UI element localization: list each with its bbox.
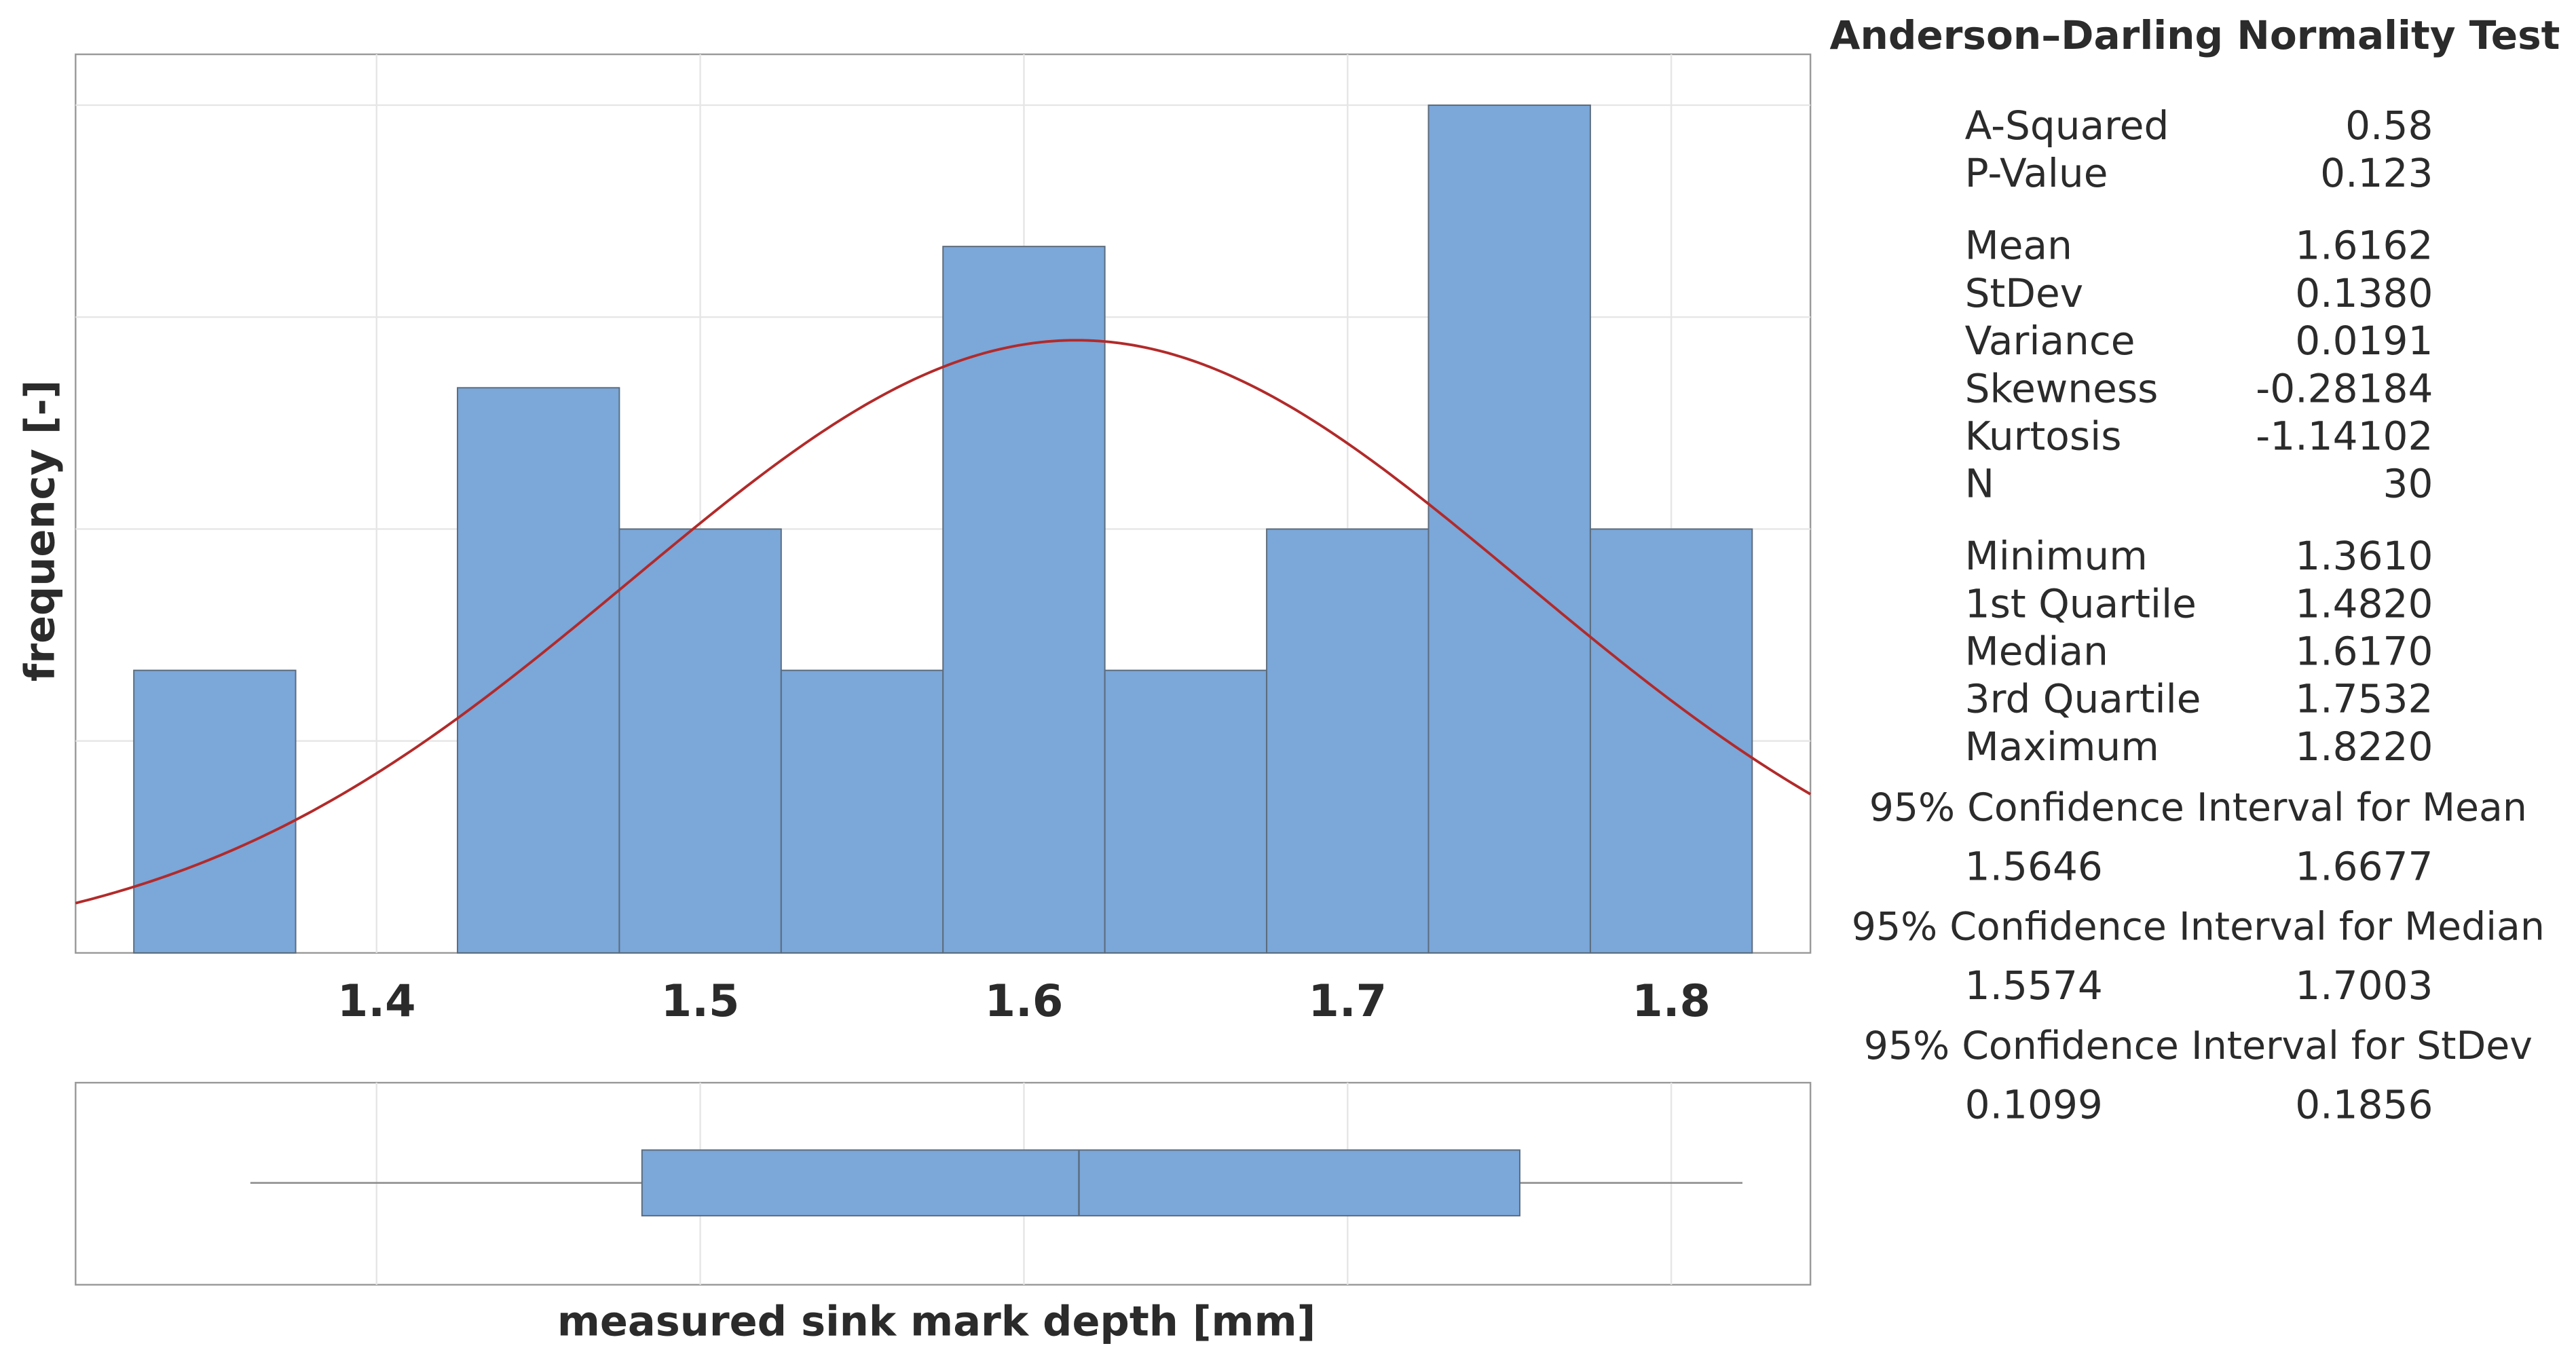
summary-title: Anderson–Darling Normality Test (1830, 12, 2560, 58)
stat-value: 1.3610 (2295, 533, 2433, 579)
stat-value: 0.123 (2320, 150, 2433, 196)
stat-value: 0.0191 (2295, 318, 2433, 364)
stat-value: 30 (2383, 461, 2433, 507)
bar (457, 387, 620, 954)
x-tick-label: 1.5 (661, 975, 740, 1027)
interval-low: 1.5646 (1965, 844, 2103, 890)
stat-label: Kurtosis (1965, 413, 2122, 459)
stat-value: -0.28184 (2256, 365, 2433, 411)
bar (1266, 528, 1430, 954)
boxplot-frame (75, 1081, 1812, 1286)
interval-high: 0.1856 (2295, 1082, 2433, 1128)
stat-label: Maximum (1965, 724, 2159, 770)
interval-low: 1.5574 (1965, 962, 2103, 1009)
normal-fit-curve (75, 339, 1812, 905)
stat-value: 1.6170 (2295, 629, 2433, 675)
bar (942, 246, 1106, 954)
interval-high: 1.6677 (2295, 844, 2433, 890)
x-tick-label: 1.6 (985, 975, 1064, 1027)
interval-high: 1.7003 (2295, 962, 2433, 1009)
stat-value: -1.14102 (2256, 413, 2433, 459)
stat-label: Minimum (1965, 533, 2148, 579)
stat-label: 3rd Quartile (1965, 676, 2201, 722)
stat-label: StDev (1965, 270, 2083, 316)
bar (618, 528, 782, 954)
stat-label: P-Value (1965, 150, 2108, 196)
stat-label: Mean (1965, 223, 2072, 269)
bar (133, 669, 297, 954)
stat-value: 0.58 (2345, 102, 2433, 149)
bar (1427, 105, 1591, 954)
interval-title: 95% Confidence Interval for Median (1852, 904, 2545, 949)
x-tick-label: 1.4 (337, 975, 416, 1027)
x-tick-label: 1.7 (1308, 975, 1387, 1027)
bar (780, 669, 944, 954)
box (641, 1149, 1520, 1217)
x-axis-label: measured sink mark depth [mm] (557, 1298, 1315, 1346)
bar (1104, 669, 1268, 954)
interval-low: 0.1099 (1965, 1082, 2103, 1128)
stat-value: 1.7532 (2295, 676, 2433, 722)
stat-label: Skewness (1965, 365, 2159, 411)
stat-label: Median (1965, 629, 2108, 675)
interval-title: 95% Confidence Interval for StDev (1864, 1024, 2533, 1068)
stat-label: Variance (1965, 318, 2135, 364)
stat-value: 0.1380 (2295, 270, 2433, 316)
stat-value: 1.6162 (2295, 223, 2433, 269)
x-tick-label: 1.8 (1632, 975, 1711, 1027)
stat-value: 1.4820 (2295, 580, 2433, 626)
stat-value: 1.8220 (2295, 724, 2433, 770)
y-axis-label: frequency [-] (17, 380, 64, 681)
stat-label: A-Squared (1965, 102, 2169, 149)
interval-title: 95% Confidence Interval for Mean (1869, 785, 2527, 830)
stat-label: 1st Quartile (1965, 580, 2197, 626)
stat-label: N (1965, 461, 1994, 507)
